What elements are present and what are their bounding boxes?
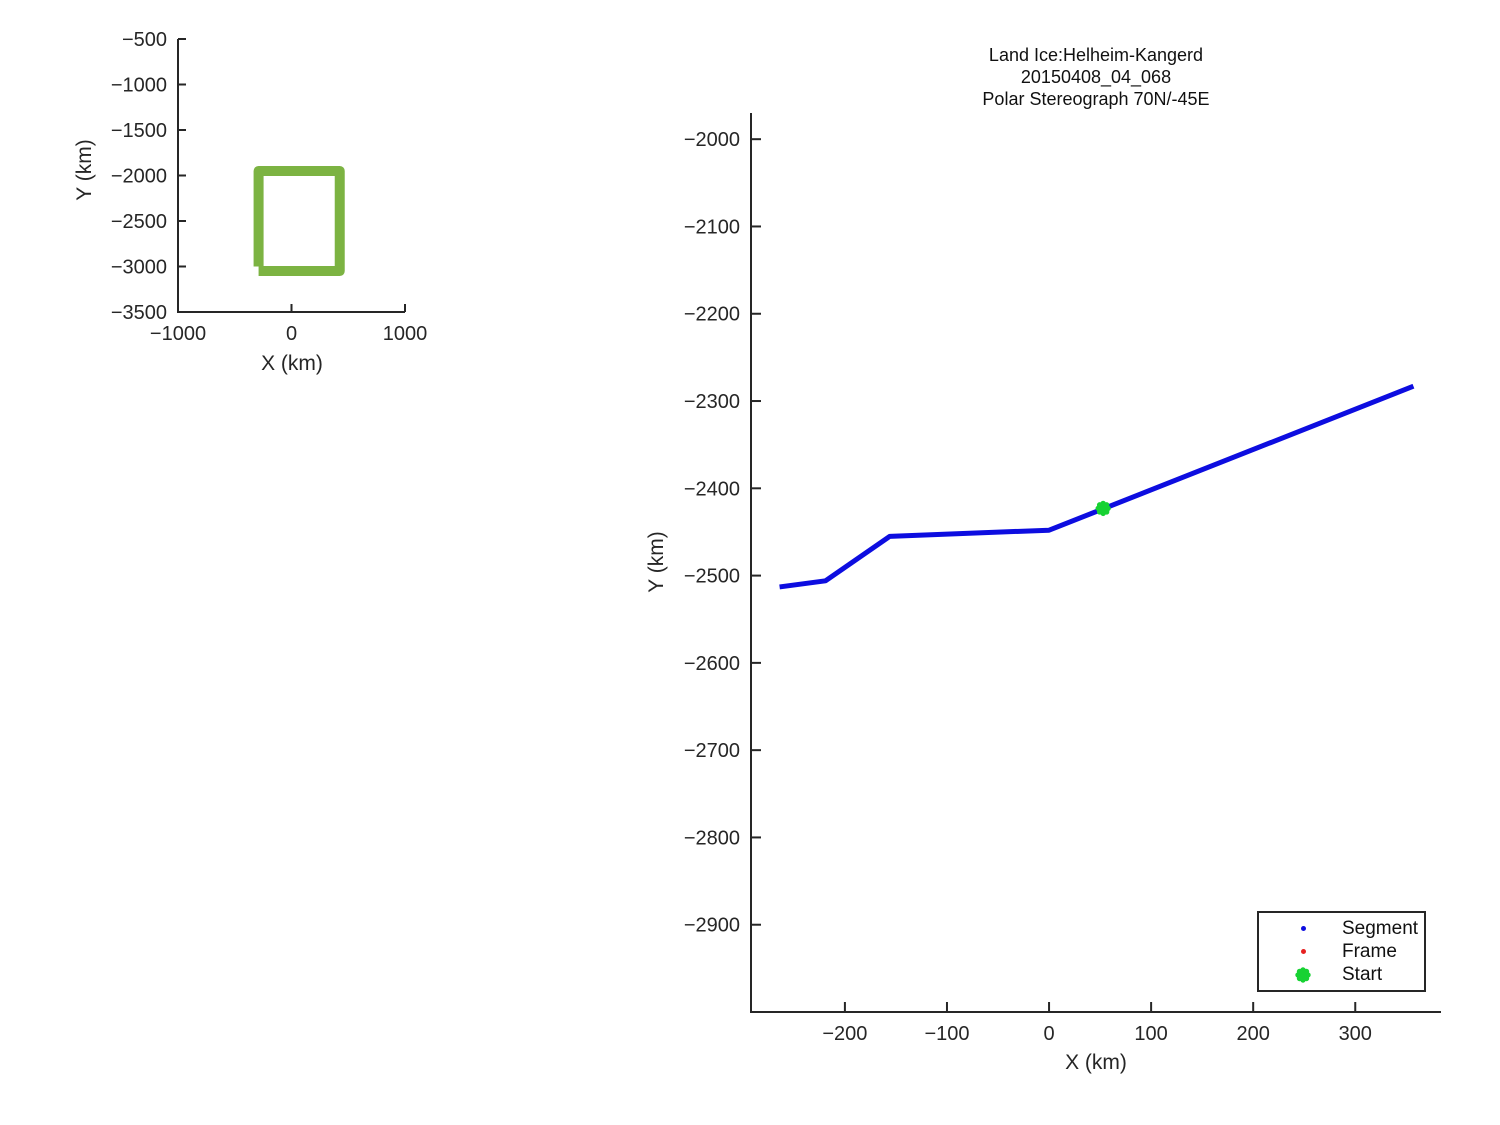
- start-marker: [1095, 500, 1111, 517]
- plot-title: Land Ice:Helheim-Kangerd 20150408_04_068…: [982, 44, 1209, 110]
- y-tick-label: −2000: [111, 166, 167, 188]
- main-y-axis-label: Y (km): [645, 531, 668, 593]
- y-tick-label: −2600: [684, 653, 740, 675]
- legend-row-frame: Frame: [1259, 940, 1424, 963]
- x-tick-label: −1000: [150, 323, 206, 345]
- plot-title-line-1: Land Ice:Helheim-Kangerd: [988, 45, 1204, 65]
- legend-label-frame: Frame: [1342, 940, 1397, 962]
- axis-spines: [750, 113, 1441, 1013]
- legend-row-segment: Segment: [1259, 917, 1424, 940]
- frame-marker-icon: [1300, 949, 1306, 954]
- y-tick-label: −2200: [684, 304, 740, 326]
- plot-title-line-2: 20150408_04_068: [1020, 67, 1172, 87]
- y-tick-label: −2100: [684, 216, 740, 238]
- y-tick-label: −3000: [111, 257, 167, 279]
- legend: Segment Frame Start: [1257, 911, 1426, 992]
- x-tick-label: 0: [286, 323, 297, 345]
- segment-track: [779, 383, 1415, 590]
- x-tick-label: −200: [822, 1023, 867, 1045]
- y-tick-label: −2500: [684, 566, 740, 588]
- x-tick-label: 100: [1134, 1023, 1167, 1045]
- y-tick-label: −2400: [684, 478, 740, 500]
- y-tick-label: −2000: [684, 129, 740, 151]
- start-marker-icon: [1295, 966, 1311, 983]
- overview-y-axis-label: Y (km): [73, 139, 96, 201]
- y-tick-label: −2300: [684, 391, 740, 413]
- y-tick-label: −2800: [684, 827, 740, 849]
- x-tick-label: 0: [1043, 1023, 1054, 1045]
- legend-row-start: Start: [1259, 963, 1424, 986]
- y-tick-label: −1500: [111, 120, 167, 142]
- y-tick-label: −1000: [111, 75, 167, 97]
- y-tick-label: −2700: [684, 740, 740, 762]
- x-tick-label: −100: [924, 1023, 969, 1045]
- segment-marker-icon: [1300, 926, 1306, 931]
- x-tick-label: 200: [1237, 1023, 1270, 1045]
- x-tick-label: 1000: [383, 323, 428, 345]
- plot-title-line-3: Polar Stereograph 70N/-45E: [982, 89, 1210, 109]
- coverage-box: [253, 165, 345, 277]
- x-tick-label: 300: [1339, 1023, 1372, 1045]
- main-x-axis-label: X (km): [1065, 1051, 1127, 1074]
- legend-label-start: Start: [1342, 963, 1383, 985]
- y-tick-label: −3500: [111, 302, 167, 324]
- overview-x-axis-label: X (km): [261, 352, 323, 375]
- legend-label-segment: Segment: [1342, 917, 1419, 939]
- y-tick-label: −2900: [684, 915, 740, 937]
- y-tick-label: −2500: [111, 211, 167, 233]
- y-tick-label: −500: [122, 29, 167, 51]
